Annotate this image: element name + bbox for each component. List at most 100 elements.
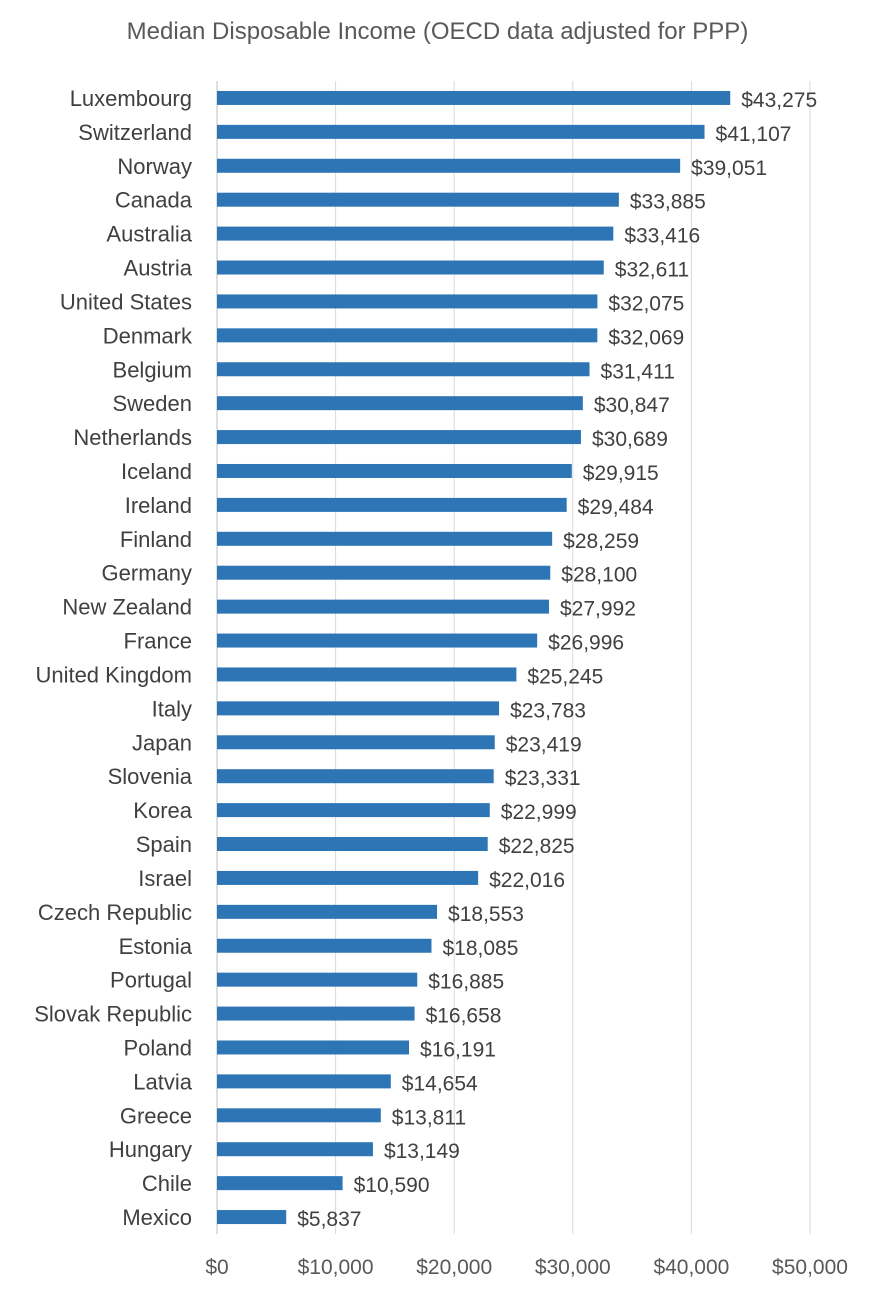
x-tick-label: $30,000: [535, 1256, 611, 1279]
bar: [217, 497, 567, 512]
bar: [217, 260, 604, 275]
data-label: $28,100: [561, 564, 637, 587]
category-label: Portugal: [110, 968, 192, 993]
bar: [217, 1108, 381, 1123]
data-label: $39,051: [691, 157, 767, 180]
bar: [217, 870, 479, 885]
data-label: $22,999: [501, 801, 577, 824]
category-label: Mexico: [122, 1205, 192, 1230]
data-label: $18,553: [448, 903, 524, 926]
data-label: $5,837: [297, 1208, 361, 1231]
data-label: $31,411: [601, 360, 675, 383]
bar: [217, 633, 538, 648]
category-label: Japan: [132, 730, 192, 755]
category-label: Latvia: [133, 1069, 192, 1094]
data-label: $23,331: [505, 767, 581, 790]
bar: [217, 531, 553, 546]
category-label: Austria: [124, 256, 193, 281]
data-label: $16,191: [420, 1038, 496, 1061]
bar: [217, 803, 490, 818]
bar: [217, 1074, 391, 1089]
data-label: $25,245: [527, 665, 603, 688]
bar: [217, 158, 681, 173]
category-label: United States: [60, 289, 192, 314]
category-label: Hungary: [109, 1137, 192, 1162]
category-label: Spain: [136, 832, 192, 857]
data-label: $26,996: [548, 632, 624, 655]
data-label: $32,069: [608, 326, 684, 349]
bar: [217, 1040, 410, 1055]
category-label: Israel: [138, 866, 192, 891]
bar: [217, 565, 551, 580]
bar: [217, 192, 619, 207]
category-label: United Kingdom: [35, 662, 192, 687]
bar: [217, 90, 731, 105]
data-label: $30,847: [594, 394, 670, 417]
category-label: Ireland: [125, 493, 192, 518]
data-label: $13,149: [384, 1140, 460, 1163]
data-label: $28,259: [563, 530, 639, 553]
category-label: Canada: [115, 188, 193, 213]
x-tick-label: $50,000: [772, 1256, 848, 1279]
category-label: Norway: [117, 154, 192, 179]
chart-title: Median Disposable Income (OECD data adju…: [126, 18, 749, 45]
x-tick-label: $40,000: [653, 1256, 729, 1279]
category-label: Netherlands: [73, 425, 192, 450]
bar: [217, 837, 488, 852]
category-label: Chile: [142, 1171, 192, 1196]
data-label: $32,075: [608, 292, 684, 315]
bar: [217, 1176, 343, 1191]
category-label: Estonia: [119, 934, 193, 959]
bar: [217, 667, 517, 682]
category-label: Luxembourg: [70, 86, 192, 111]
category-label: Korea: [133, 798, 192, 823]
category-label: Finland: [120, 527, 192, 552]
bar: [217, 463, 572, 478]
category-label: Iceland: [121, 459, 192, 484]
bar: [217, 1210, 287, 1225]
data-label: $23,419: [506, 733, 582, 756]
bar: [217, 972, 418, 987]
data-label: $16,885: [428, 971, 504, 994]
category-label: Poland: [123, 1035, 192, 1060]
bar: [217, 904, 438, 919]
bar: [217, 294, 598, 309]
data-label: $33,885: [630, 191, 706, 214]
category-label: France: [124, 629, 192, 654]
data-label: $13,811: [392, 1106, 466, 1129]
bar: [217, 396, 583, 411]
data-label: $27,992: [560, 598, 636, 621]
bar: [217, 938, 432, 953]
x-tick-label: $0: [205, 1256, 228, 1279]
bar: [217, 226, 614, 241]
bar: [217, 328, 598, 343]
data-label: $14,654: [402, 1072, 478, 1095]
bar: [217, 735, 495, 750]
data-label: $41,107: [716, 123, 792, 146]
x-tick-label: $10,000: [298, 1256, 374, 1279]
category-label: Sweden: [112, 391, 192, 416]
data-label: $16,658: [426, 1005, 502, 1028]
bar: [217, 124, 705, 139]
data-label: $23,783: [510, 699, 586, 722]
x-tick-label: $20,000: [416, 1256, 492, 1279]
category-label: Slovenia: [108, 764, 193, 789]
category-label: Italy: [152, 696, 192, 721]
category-label: Denmark: [103, 323, 193, 348]
data-label: $18,085: [442, 937, 518, 960]
category-label: Belgium: [113, 357, 192, 382]
category-label: Switzerland: [78, 120, 192, 145]
category-label: New Zealand: [62, 595, 192, 620]
category-label: Germany: [102, 561, 192, 586]
category-label: Australia: [106, 222, 192, 247]
data-label: $30,689: [592, 428, 668, 451]
data-label: $22,016: [489, 869, 565, 892]
data-label: $29,915: [583, 462, 659, 485]
data-label: $22,825: [499, 835, 575, 858]
category-label: Czech Republic: [38, 900, 192, 925]
bar: [217, 1006, 415, 1021]
data-label: $43,275: [741, 89, 817, 112]
bar: [217, 599, 549, 614]
